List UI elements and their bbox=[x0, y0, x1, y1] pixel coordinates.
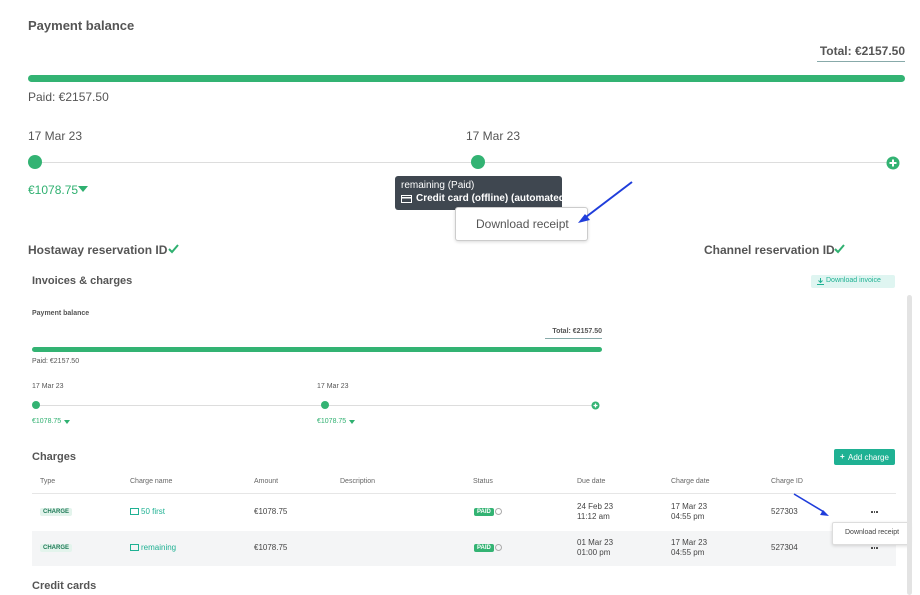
timeline bbox=[35, 162, 893, 163]
arrow bbox=[793, 493, 829, 516]
column-header: Due date bbox=[577, 478, 606, 485]
charge-name[interactable]: 50 first bbox=[141, 507, 166, 516]
paid: Paid: €2157.50 bbox=[32, 358, 80, 365]
download-invoice[interactable]: Download invoice bbox=[826, 277, 881, 284]
channel-id: Channel reservation ID bbox=[704, 243, 835, 257]
scrollbar[interactable] bbox=[907, 295, 912, 595]
underline bbox=[817, 61, 905, 62]
plus: + bbox=[840, 452, 845, 461]
due-time: 01:00 pm bbox=[577, 548, 611, 557]
download-receipt-button[interactable] bbox=[455, 207, 588, 241]
amount: €1078.75 bbox=[254, 543, 288, 552]
add-icon[interactable] bbox=[886, 156, 900, 170]
due-date: 24 Feb 23 bbox=[577, 502, 614, 511]
download-invoice-button[interactable] bbox=[811, 275, 895, 288]
divider bbox=[32, 493, 896, 494]
date: 17 Mar 23 bbox=[466, 129, 521, 143]
tooltip-status: remaining (Paid) bbox=[401, 180, 475, 191]
amount[interactable]: €1078.75 bbox=[317, 418, 347, 425]
charge-date: 17 Mar 23 bbox=[671, 538, 708, 547]
paid: Paid: €2157.50 bbox=[28, 90, 109, 104]
add-charge-button[interactable] bbox=[834, 449, 895, 465]
column-header: Charge name bbox=[130, 478, 173, 485]
add-charge[interactable]: Add charge bbox=[848, 453, 889, 462]
column-header: Amount bbox=[254, 478, 279, 485]
card-icon bbox=[130, 544, 139, 551]
column-header: Description bbox=[340, 478, 376, 485]
amount: €1078.75 bbox=[254, 507, 288, 516]
timeline-dot[interactable] bbox=[28, 155, 42, 169]
invoices-title: Invoices & charges bbox=[32, 275, 133, 287]
amount[interactable]: €1078.75 bbox=[32, 418, 62, 425]
hostaway-id: Hostaway reservation ID bbox=[28, 243, 168, 257]
due-time: 11:12 am bbox=[577, 512, 610, 521]
card-icon bbox=[130, 508, 139, 515]
underline bbox=[545, 338, 602, 339]
column-header: Charge ID bbox=[771, 478, 803, 485]
type-badge: CHARGE bbox=[40, 544, 73, 552]
charge-time: 04:55 pm bbox=[671, 512, 705, 521]
menu-dot[interactable] bbox=[871, 547, 873, 549]
title: Payment balance bbox=[28, 18, 135, 33]
charge-name[interactable]: remaining bbox=[141, 543, 177, 552]
total: Total: €2157.50 bbox=[819, 44, 905, 58]
status-badge: PAID bbox=[474, 544, 494, 552]
menu-dot[interactable] bbox=[873, 547, 876, 549]
progress-bar bbox=[32, 347, 602, 352]
amount[interactable]: €1078.75 bbox=[28, 183, 79, 197]
progress-bar bbox=[28, 75, 905, 82]
menu-dot[interactable] bbox=[871, 511, 873, 513]
info-icon[interactable] bbox=[495, 508, 502, 515]
timeline-dot[interactable] bbox=[32, 401, 40, 409]
date: 17 Mar 23 bbox=[317, 383, 349, 390]
date: 17 Mar 23 bbox=[28, 129, 83, 143]
balance-title: Payment balance bbox=[32, 310, 90, 317]
tooltip-method: Credit card (offline) (automated) bbox=[416, 193, 569, 204]
timeline bbox=[36, 405, 595, 406]
timeline-dot[interactable] bbox=[471, 155, 485, 169]
menu-dot[interactable] bbox=[876, 547, 878, 549]
charges-title: Charges bbox=[32, 451, 77, 463]
due-date: 01 Mar 23 bbox=[577, 538, 614, 547]
type-badge: CHARGE bbox=[40, 508, 73, 516]
caret bbox=[64, 420, 70, 424]
status-badge: PAID bbox=[474, 508, 494, 516]
tooltip bbox=[395, 176, 562, 210]
charge-date: 17 Mar 23 bbox=[671, 502, 708, 511]
download-icon bbox=[817, 278, 824, 285]
timeline-dot[interactable] bbox=[321, 401, 329, 409]
download-receipt[interactable]: Download receipt bbox=[476, 217, 569, 231]
total: Total: €2157.50 bbox=[552, 328, 602, 335]
menu-dot[interactable] bbox=[876, 511, 878, 513]
charge-id: 527303 bbox=[771, 507, 798, 516]
info-icon[interactable] bbox=[495, 544, 502, 551]
date: 17 Mar 23 bbox=[32, 383, 64, 390]
caret bbox=[78, 186, 88, 192]
row-bg bbox=[32, 531, 896, 566]
charge-time: 04:55 pm bbox=[671, 548, 705, 557]
arrow bbox=[578, 181, 633, 223]
credit-cards-title: Credit cards bbox=[32, 580, 97, 592]
row-download-receipt[interactable]: Download receipt bbox=[845, 529, 900, 536]
check bbox=[834, 244, 845, 254]
menu-dot[interactable] bbox=[873, 511, 876, 513]
column-header: Type bbox=[40, 478, 56, 485]
check bbox=[168, 244, 179, 254]
caret bbox=[349, 420, 355, 424]
column-header: Charge date bbox=[671, 478, 710, 485]
column-header: Status bbox=[473, 478, 493, 485]
charge-id: 527304 bbox=[771, 543, 798, 552]
card-icon bbox=[401, 195, 412, 203]
add-icon[interactable] bbox=[591, 401, 600, 410]
